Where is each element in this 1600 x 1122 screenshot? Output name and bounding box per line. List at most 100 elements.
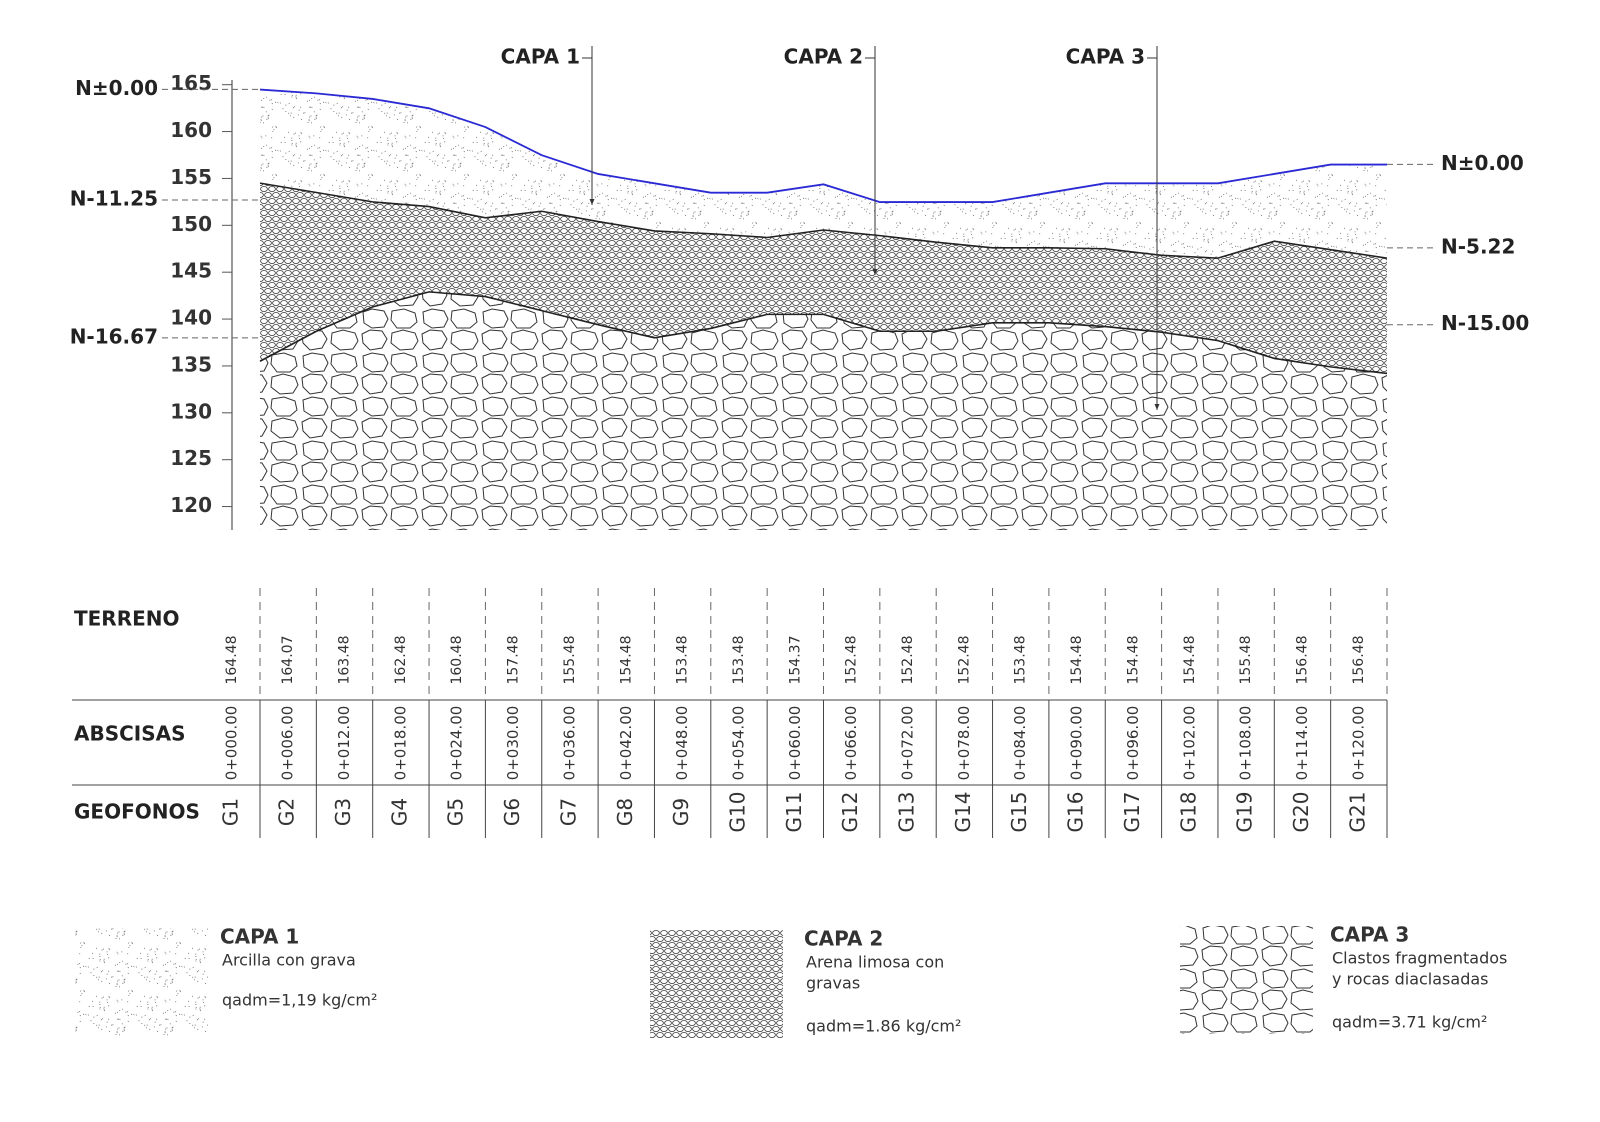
leader-arrow [872,269,878,275]
profile-line [259,182,1388,259]
terrain-value: 152.48 [844,636,860,685]
level-label: N-11.25 [70,187,158,211]
abscissa-label: 0+114.00 [1293,706,1311,781]
terrain-value: 163.48 [337,636,353,685]
y-tick-label: 140 [170,306,212,330]
layer-fills [260,89,1387,530]
geophone-label: G2 [275,798,299,826]
legend-title: CAPA 1 [220,925,299,949]
row-label: GEOFONOS [74,800,200,824]
abscissa-label: 0+066.00 [842,706,860,781]
abscissa-label: 0+090.00 [1068,706,1086,781]
leader-arrow [1154,404,1160,410]
geophone-label: G3 [331,798,355,826]
terrain-value: 154.48 [1182,636,1198,685]
y-tick-label: 150 [170,212,212,236]
legend-description: Arena limosa con [806,953,944,972]
y-tick-label: 155 [170,165,212,189]
row-label: TERRENO [74,607,180,631]
abscissa-label: 0+012.00 [335,706,353,781]
terrain-value: 156.48 [1351,636,1367,685]
geophone-label: G20 [1289,792,1313,833]
terrain-value: 160.48 [449,636,465,685]
legend-swatch [75,928,208,1036]
legend-description: gravas [806,974,860,993]
abscissa-label: 0+006.00 [279,706,297,781]
abscissa-label: 0+108.00 [1237,706,1255,781]
abscissa-label: 0+096.00 [1124,706,1142,781]
terrain-value: 156.48 [1294,636,1310,685]
abscissa-label: 0+084.00 [1011,706,1029,781]
abscissa-label: 0+060.00 [786,706,804,781]
layer-label: CAPA 1 [501,45,580,69]
layer-fill [260,89,1387,259]
geophone-label: G21 [1345,792,1369,833]
level-label: N-16.67 [70,324,158,348]
terrain-value: 157.48 [506,636,522,685]
geophone-label: G5 [444,798,468,826]
geophone-label: G13 [895,792,919,833]
abscissa-label: 0+018.00 [391,706,409,781]
leader-arrow [589,199,595,205]
terrain-value: 164.07 [280,636,296,685]
abscissa-label: 0+102.00 [1180,706,1198,781]
y-axis: 120 125 130 135 140 145 150 155 160 165 [170,71,233,530]
geophone-label: G7 [556,798,580,826]
legend-capacity: qadm=1,19 kg/cm² [222,991,377,1010]
geophone-label: G12 [838,792,862,833]
profile-line [259,291,1388,375]
level-label: N±0.00 [1441,151,1524,175]
legend-title: CAPA 2 [804,927,883,951]
terrain-value: 152.48 [956,636,972,685]
terrain-value: 154.37 [787,636,803,685]
abscissa-label: 0+000.00 [222,706,240,781]
terrain-value: 155.48 [562,636,578,685]
legend-capacity: qadm=3.71 kg/cm² [1332,1013,1487,1032]
y-tick-label: 125 [170,446,212,470]
legend-title: CAPA 3 [1330,923,1409,947]
layer-label: CAPA 2 [784,45,863,69]
abscissa-label: 0+078.00 [955,706,973,781]
y-tick-label: 130 [170,399,212,423]
y-tick-label: 160 [170,118,212,142]
abscissa-label: 0+054.00 [729,706,747,781]
terrain-value: 152.48 [900,636,916,685]
terrain-value: 153.48 [1013,636,1029,685]
abscissa-label: 0+072.00 [899,706,917,781]
terrain-value: 154.48 [1125,636,1141,685]
data-table: TERRENOABSCISASGEOFONOS164.480+000.00G11… [72,588,1388,838]
abscissa-label: 0+120.00 [1349,706,1367,781]
legend-swatch [1180,926,1313,1034]
abscissa-label: 0+024.00 [448,706,466,781]
geophone-label: G1 [218,798,242,826]
legend-description: Arcilla con grava [222,951,356,970]
terrain-value: 155.48 [1238,636,1254,685]
profile-lines [259,88,1388,375]
y-tick-label: 145 [170,259,212,283]
layer-fill [260,291,1387,530]
legend-capacity: qadm=1.86 kg/cm² [806,1017,961,1036]
geophone-label: G8 [613,798,637,826]
terrain-value: 154.48 [1069,636,1085,685]
abscissa-label: 0+048.00 [673,706,691,781]
terrain-value: 153.48 [675,636,691,685]
geophone-label: G10 [725,792,749,833]
geophone-label: G6 [500,798,524,826]
row-label: ABSCISAS [74,722,186,746]
level-label: N±0.00 [75,76,158,100]
y-tick-label: 120 [170,493,212,517]
y-tick-label: 135 [170,352,212,376]
geophone-label: G9 [669,798,693,826]
abscissa-label: 0+042.00 [617,706,635,781]
annotations: N±0.00 N-11.25 N-16.67 N±0.00 N-5.22 N-15.00 C… [70,45,1529,410]
geophone-label: G16 [1064,792,1088,833]
terrain-value: 154.48 [618,636,634,685]
level-label: N-5.22 [1441,234,1515,258]
profile-line [259,88,1387,203]
terrain-value: 162.48 [393,636,409,685]
geophone-label: G18 [1176,792,1200,833]
abscissa-label: 0+036.00 [560,706,578,781]
layer-label: CAPA 3 [1066,45,1145,69]
y-tick-label: 165 [170,71,212,95]
